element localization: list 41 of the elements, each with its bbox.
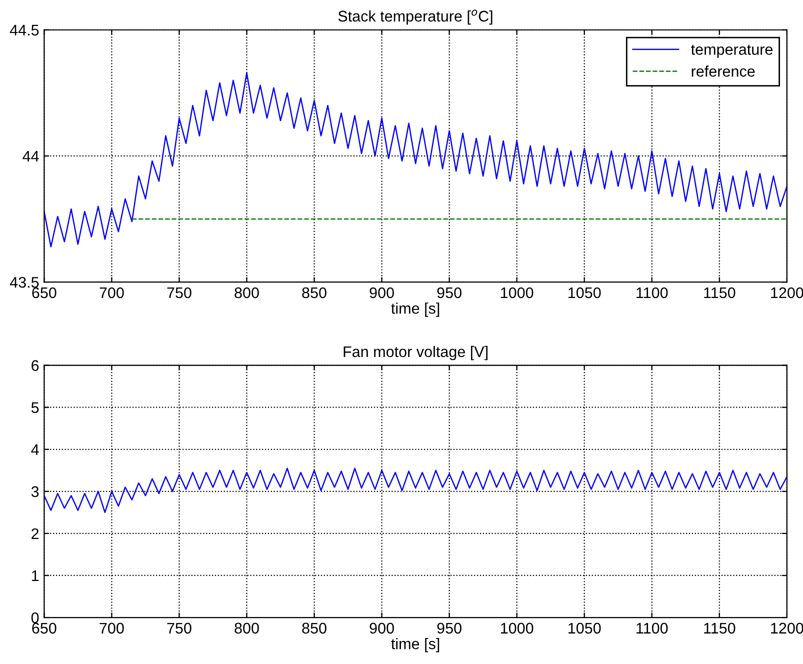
- x-tick-label: 1200: [771, 622, 803, 634]
- y-tick-label: 0: [31, 612, 39, 624]
- y-tick-label: 5: [31, 402, 39, 414]
- y-tick-label: 44: [22, 151, 39, 162]
- y-tick-label: 6: [32, 360, 39, 371]
- x-tick-label: 1100: [636, 622, 668, 634]
- x-tick-label: 950: [437, 622, 462, 634]
- chart-title: Fan motor voltage [V]: [344, 346, 488, 360]
- x-tick-label: 750: [167, 622, 192, 634]
- x-tick-label: 750: [167, 287, 192, 298]
- y-tick-label: 3: [31, 486, 39, 498]
- y-tick-label: 44.5: [10, 24, 39, 36]
- x-tick-label: 1150: [704, 622, 736, 634]
- line-series: [44, 468, 787, 514]
- legend-label: reference: [692, 66, 755, 77]
- x-tick-label: 900: [370, 287, 394, 298]
- y-tick-label: 2: [32, 528, 39, 539]
- y-tick-label: 43.5: [10, 276, 39, 288]
- y-tick-label: 4: [31, 444, 39, 455]
- x-tick-label: 1200: [771, 287, 803, 298]
- x-tick-label: 700: [100, 622, 124, 634]
- x-axis-title: time [s]: [391, 638, 440, 652]
- x-tick-label: 1000: [501, 287, 534, 298]
- x-tick-label: 800: [234, 287, 259, 298]
- x-tick-label: 1050: [568, 287, 601, 298]
- y-tick-label: 1: [32, 570, 39, 582]
- x-tick-label: 800: [234, 622, 259, 634]
- x-tick-label: 850: [302, 622, 326, 634]
- x-tick-label: 1000: [501, 622, 534, 634]
- x-tick-label: 950: [437, 287, 462, 298]
- x-tick-label: 1050: [568, 622, 601, 634]
- x-tick-label: 700: [100, 287, 124, 298]
- legend-label: temperature: [691, 44, 773, 58]
- chart-title: Stack temperature [$^{o}$C]: [338, 10, 492, 25]
- x-tick-label: 650: [32, 622, 56, 634]
- x-tick-label: 900: [370, 622, 394, 634]
- x-tick-label: 1150: [704, 287, 736, 298]
- x-tick-label: 850: [302, 287, 326, 298]
- x-tick-label: 1100: [636, 287, 668, 298]
- x-tick-label: 650: [32, 287, 56, 298]
- x-axis-title: time [s]: [391, 302, 440, 317]
